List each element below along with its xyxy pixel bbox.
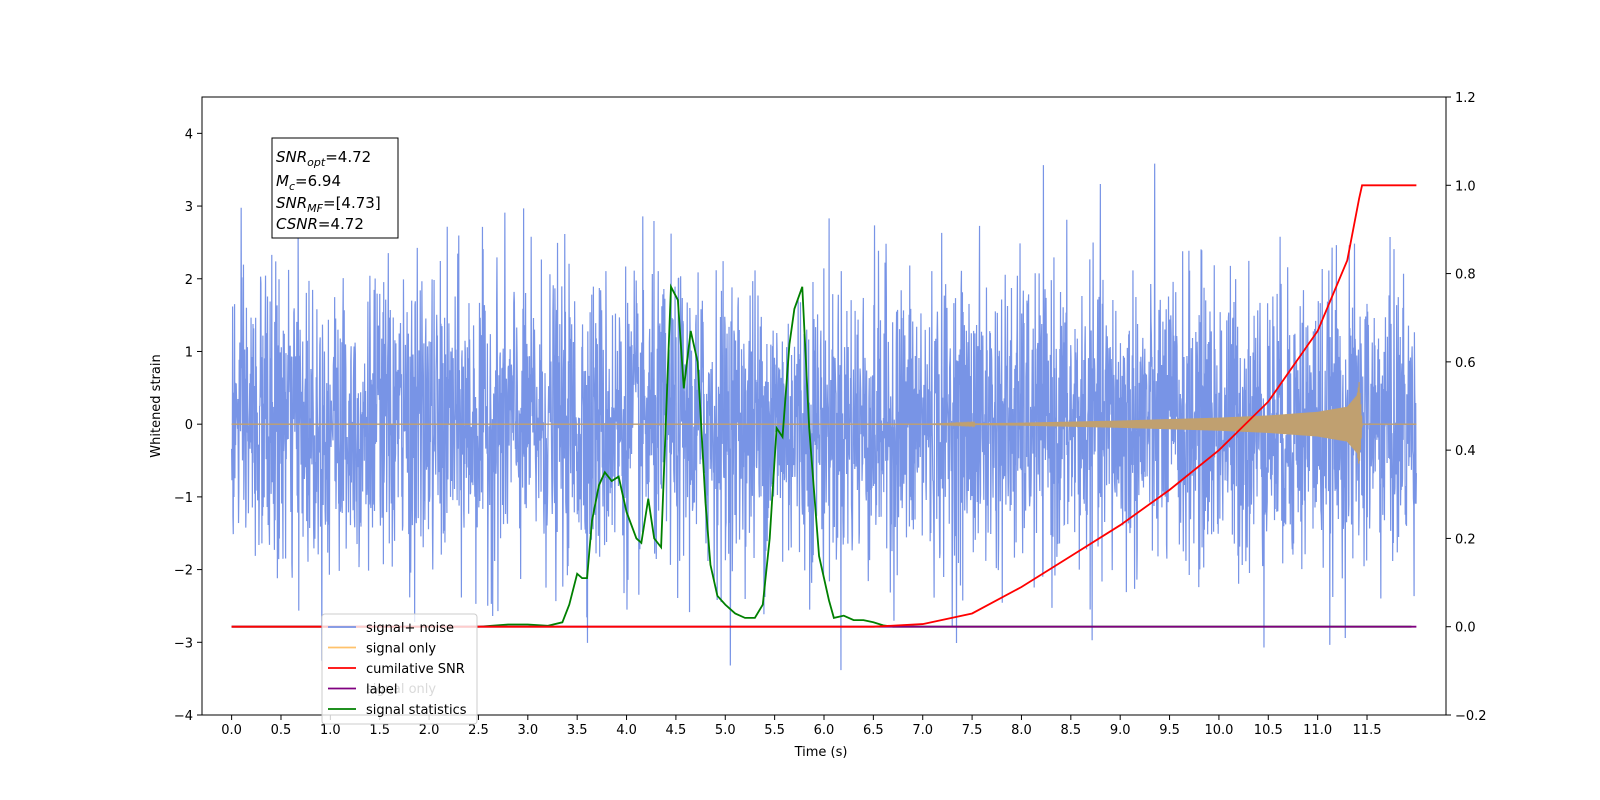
y-right-axis-ticks: −0.2 0.0 0.2 0.4 0.6 0.8 1.0 1.2 <box>1446 91 1487 724</box>
x-tick-label: 9.0 <box>1110 723 1131 738</box>
x-tick-label: 2.0 <box>419 723 440 738</box>
y-left-tick-label: −4 <box>174 709 193 724</box>
y-right-tick-label: 0.0 <box>1455 621 1476 636</box>
y-left-tick-label: 0 <box>185 418 193 433</box>
x-tick-label: 1.0 <box>320 723 341 738</box>
y-right-tick-label: −0.2 <box>1455 709 1487 724</box>
x-tick-label: 2.5 <box>468 723 489 738</box>
x-tick-label: 4.0 <box>616 723 637 738</box>
signal-only-series <box>231 382 1417 464</box>
y-left-tick-label: −1 <box>174 491 193 506</box>
y-right-tick-label: 0.4 <box>1455 444 1476 459</box>
y-right-tick-label: 1.2 <box>1455 91 1476 106</box>
y-left-tick-label: −2 <box>174 564 193 579</box>
x-tick-label: 3.0 <box>517 723 538 738</box>
x-tick-label: 4.5 <box>666 723 687 738</box>
y-left-tick-label: 4 <box>185 127 193 142</box>
x-tick-label: 8.0 <box>1011 723 1032 738</box>
x-tick-label: 5.5 <box>764 723 785 738</box>
y-left-axis-label: Whitened strain <box>149 354 164 457</box>
cumilative-SNR-line <box>231 184 1417 628</box>
x-axis-ticks: 0.0 0.5 1.0 1.5 2.0 2.5 3.0 3.5 4.0 4.5 5.0 5.5 6.0 6… <box>221 715 1381 738</box>
y-left-tick-label: 3 <box>185 200 193 215</box>
x-tick-label: 9.5 <box>1159 723 1180 738</box>
y-right-tick-label: 0.2 <box>1455 532 1476 547</box>
x-tick-label: 7.5 <box>962 723 983 738</box>
legend-label: signal only <box>366 642 436 657</box>
legend-label: label <box>366 683 397 698</box>
x-tick-label: 11.5 <box>1353 723 1382 738</box>
y-left-axis-ticks: −4 −3 −2 −1 0 1 2 3 4 <box>174 127 202 724</box>
x-tick-label: 7.0 <box>912 723 933 738</box>
y-right-tick-label: 1.0 <box>1455 179 1476 194</box>
x-tick-label: 10.5 <box>1254 723 1283 738</box>
y-left-tick-label: 2 <box>185 273 193 288</box>
signal-plus-noise-series <box>231 163 1417 671</box>
x-tick-label: 6.0 <box>814 723 835 738</box>
x-tick-label: 0.5 <box>271 723 292 738</box>
signal-plus-noise-line <box>231 163 1417 671</box>
x-tick-label: 8.5 <box>1060 723 1081 738</box>
y-right-tick-label: 0.6 <box>1455 356 1476 371</box>
x-tick-label: 3.5 <box>567 723 588 738</box>
x-tick-label: 6.5 <box>863 723 884 738</box>
legend-hidden-text: signal only <box>366 682 436 697</box>
x-tick-label: 1.5 <box>369 723 390 738</box>
annotation-snr-mf: SNRMF=[4.73] <box>276 194 381 215</box>
x-axis-label: Time (s) <box>794 745 848 760</box>
annotation-csnr: CSNR=4.72 <box>276 215 364 233</box>
y-left-tick-label: 1 <box>185 345 193 360</box>
x-tick-label: 0.0 <box>221 723 242 738</box>
legend: signal only signal+ noise signal only cumi… <box>321 613 478 725</box>
annotation-box: SNRopt=4.72 Mc=6.94 SNRMF=[4.73] CSNR=4.… <box>271 137 399 239</box>
x-tick-label: 11.0 <box>1303 723 1332 738</box>
legend-label: cumilative SNR <box>366 662 465 677</box>
annotation-mc: Mc=6.94 <box>276 172 341 193</box>
signal-statistics-line <box>231 283 1412 628</box>
y-left-tick-label: −3 <box>174 636 193 651</box>
annotation-frame <box>271 137 399 239</box>
annotation-snr-opt: SNRopt=4.72 <box>276 148 371 169</box>
legend-label: signal+ noise <box>366 621 454 636</box>
x-tick-label: 5.0 <box>715 723 736 738</box>
legend-label: signal statistics <box>366 703 467 718</box>
signal-only-line <box>231 382 1417 464</box>
y-right-tick-label: 0.8 <box>1455 268 1476 283</box>
x-tick-label: 10.0 <box>1204 723 1233 738</box>
legend-frame <box>321 613 478 725</box>
